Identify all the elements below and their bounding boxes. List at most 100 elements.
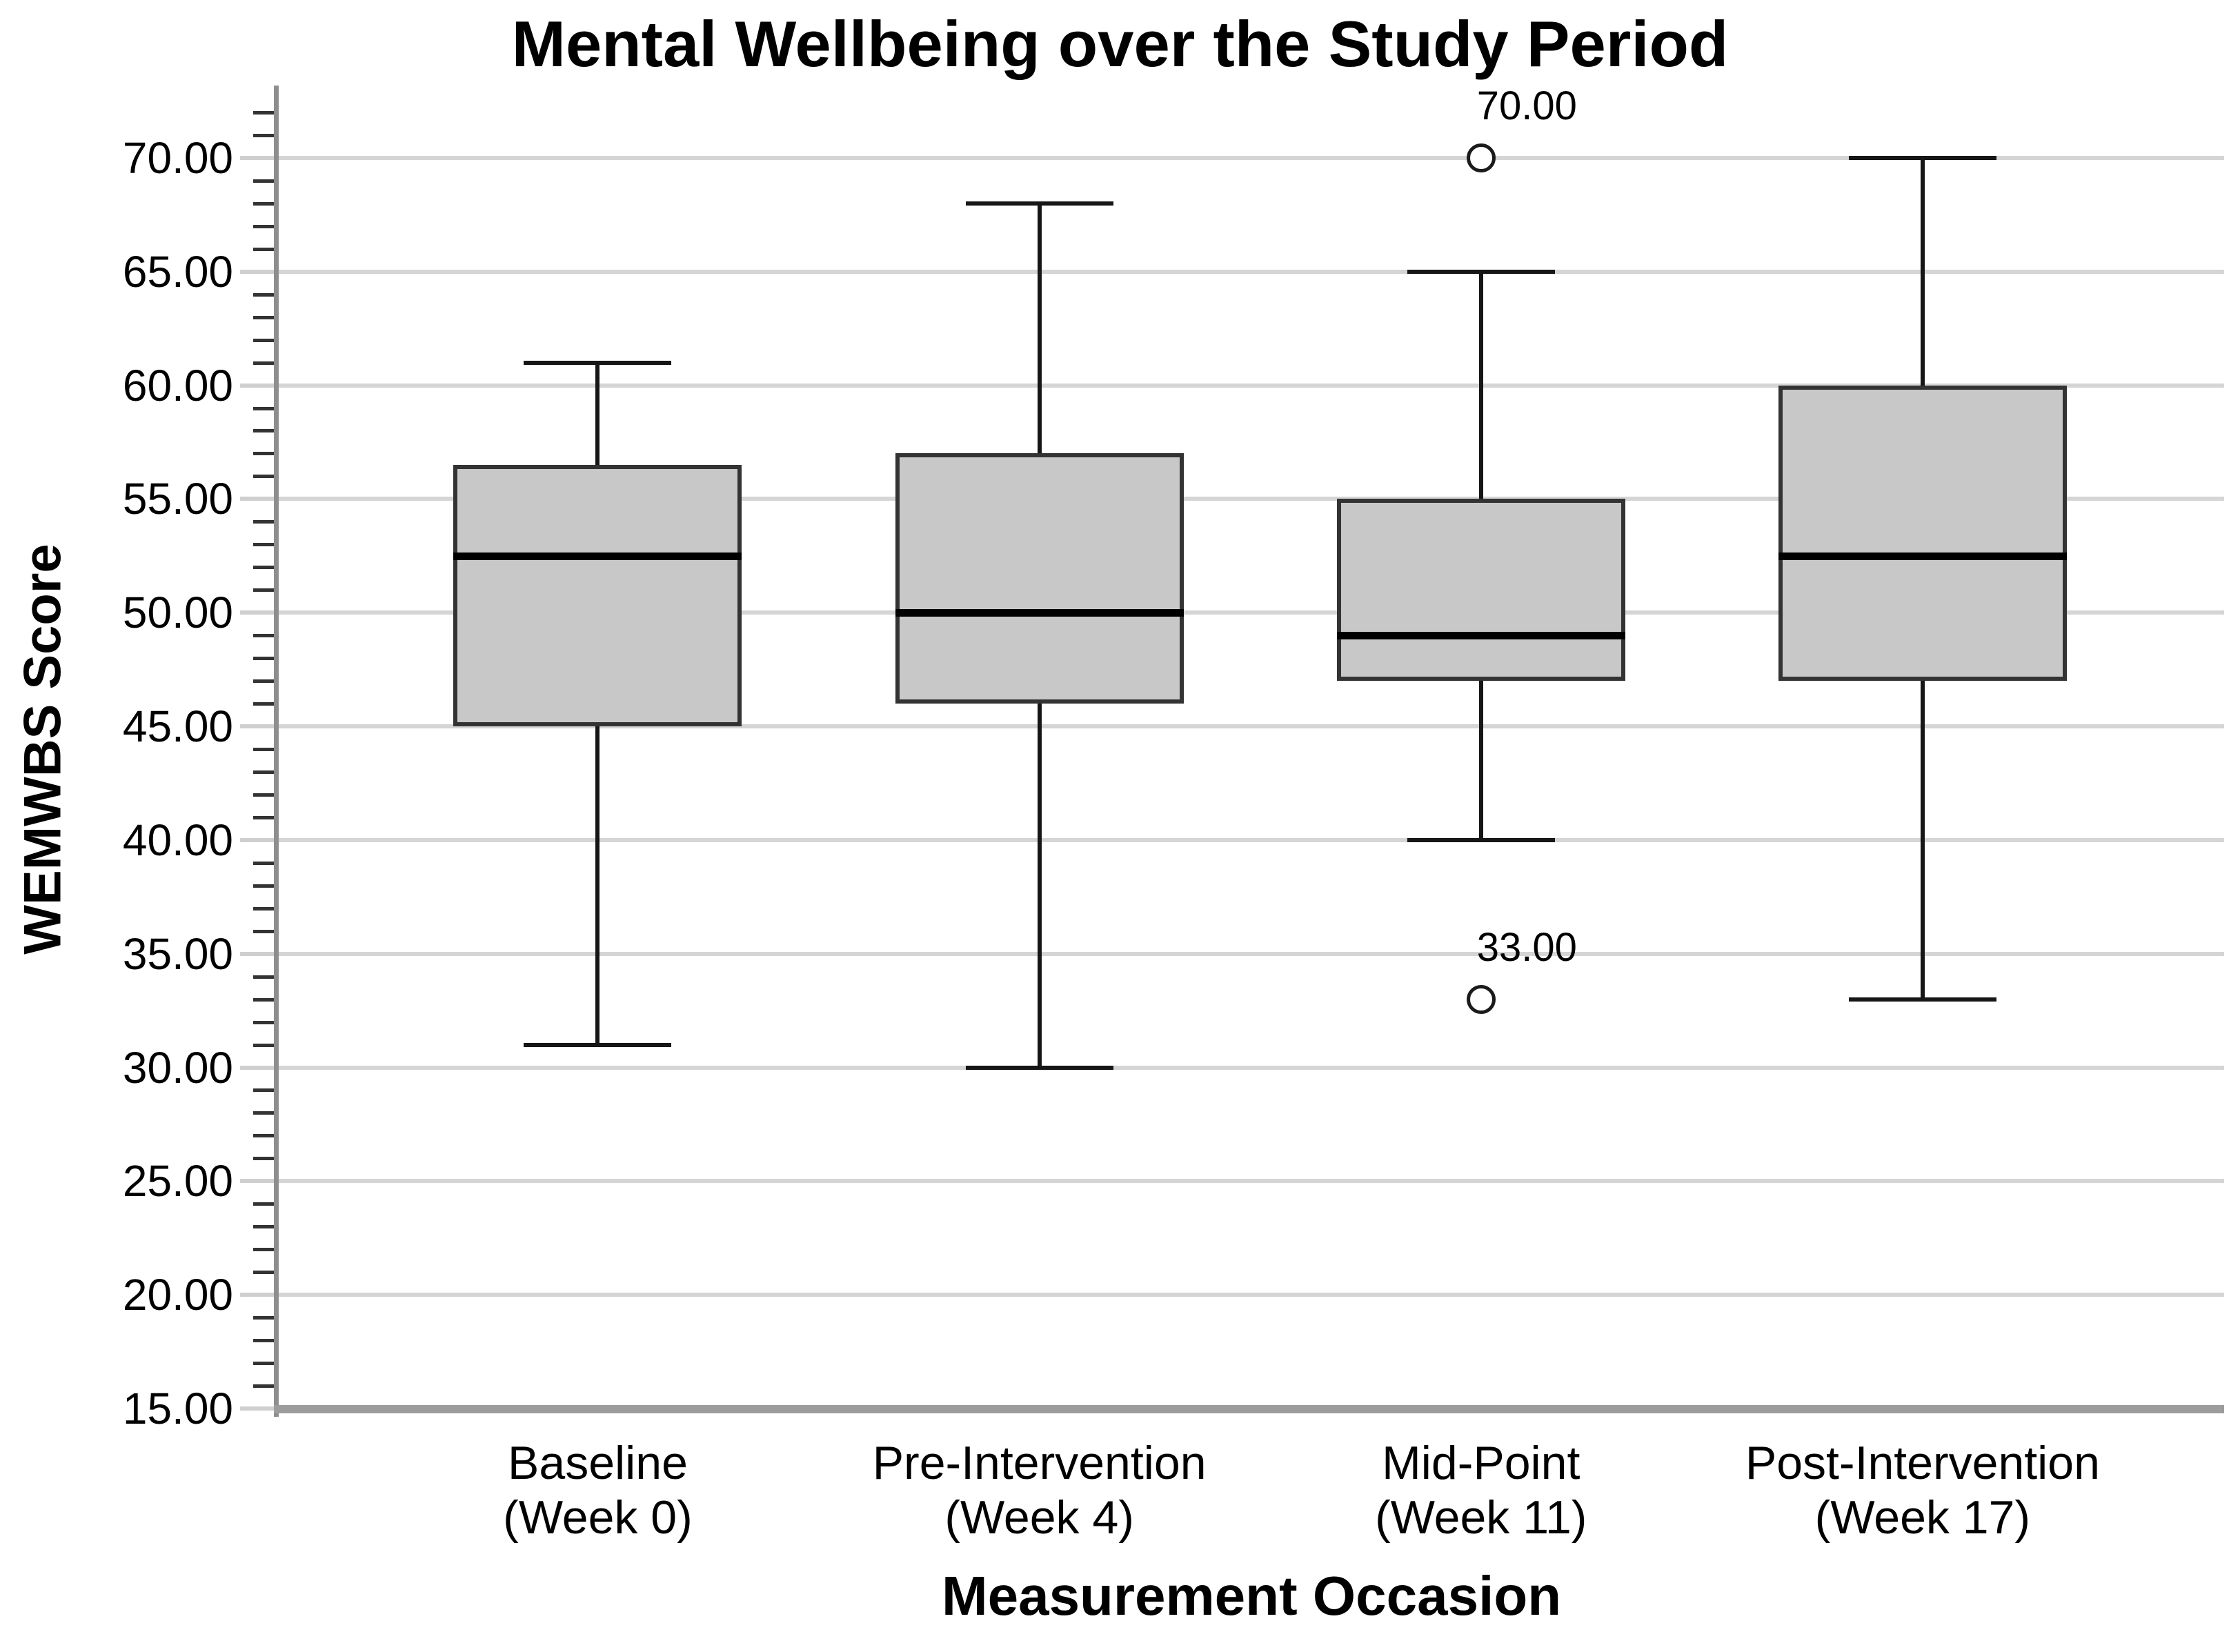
y-minor-tick [253,679,274,684]
gridline [279,497,2224,501]
y-minor-tick [253,1248,274,1252]
y-major-tick [240,724,279,729]
gridline [279,1065,2224,1070]
lower-whisker-stem [595,726,600,1045]
y-minor-tick [253,1202,274,1206]
gridline [279,155,2224,160]
ytick-label: 30.00 [122,1042,233,1093]
y-minor-tick [253,292,274,297]
y-minor-tick [253,634,274,638]
gridline [279,724,2224,729]
y-minor-tick [253,1088,274,1093]
plot-area: 15.00 20.00 25.00 30.00 35.00 40.00 45.00 50.00… [123,86,2224,1433]
y-minor-tick [253,1384,274,1389]
y-major-tick [240,1406,279,1411]
y-major-tick [240,1293,279,1297]
y-major-tick [240,497,279,501]
box [1336,499,1625,681]
upper-whisker-cap [524,360,672,365]
y-minor-tick [253,1316,274,1320]
y-minor-tick [253,588,274,593]
ytick-label: 15.00 [122,1384,233,1433]
y-minor-tick [253,201,274,206]
y-axis-line [274,86,279,1417]
category-label-line2: (Week 11) [1375,1491,1587,1544]
category-label: Mid-Point (Week 11) [1240,1436,1723,1545]
y-minor-tick [253,1111,274,1115]
y-minor-tick [253,361,274,365]
y-major-tick [240,155,279,160]
y-minor-tick [253,748,274,751]
y-minor-tick [253,770,274,774]
ytick-label: 25.00 [122,1156,233,1206]
y-minor-tick [253,110,274,115]
y-major-tick [240,837,279,842]
upper-whisker-stem [1478,271,1483,499]
box [895,453,1184,704]
median-line [453,552,742,560]
ytick-label: 40.00 [122,815,233,865]
lower-whisker-cap [1407,837,1555,842]
ytick-label: 45.00 [122,701,233,752]
y-minor-tick [253,315,274,319]
y-minor-tick [253,1020,274,1024]
ytick-label: 35.00 [122,928,233,979]
y-minor-tick [253,406,274,410]
y-minor-tick [253,1339,274,1343]
upper-whisker-cap [1407,269,1555,274]
y-minor-tick [253,429,274,433]
y-minor-tick [253,657,274,661]
y-minor-tick [253,543,274,547]
upper-whisker-cap [965,201,1113,206]
ytick-label: 50.00 [122,588,233,638]
category-label: Post-Intervention (Week 17) [1681,1436,2164,1545]
median-line [1336,632,1625,640]
y-minor-tick [253,247,274,251]
y-minor-tick [253,1271,274,1275]
ytick-label: 60.00 [122,360,233,410]
y-minor-tick [253,179,274,183]
lower-whisker-cap [1848,997,1996,1002]
lower-whisker-stem [1478,681,1483,840]
y-minor-tick [253,1225,274,1229]
y-minor-tick [253,520,274,524]
upper-whisker-stem [1920,157,1925,386]
upper-whisker-stem [595,362,600,465]
gridline [279,610,2224,615]
gridline [279,269,2224,274]
lower-whisker-cap [965,1065,1113,1070]
y-minor-tick [253,884,274,888]
gridline [279,1293,2224,1297]
upper-whisker-cap [1848,155,1996,160]
ytick-label: 65.00 [122,246,233,297]
y-major-tick [240,610,279,615]
gridline [279,1179,2224,1184]
y-minor-tick [253,452,274,456]
box [453,464,742,727]
ytick-label: 20.00 [122,1270,233,1320]
gridline [279,383,2224,388]
lower-whisker-stem [1920,681,1925,999]
category-label-line1: Baseline [508,1437,688,1489]
chart-title: Mental Wellbeing over the Study Period [511,8,1729,80]
y-minor-tick [253,224,274,228]
y-minor-tick [253,338,274,342]
x-axis-line [274,1405,2224,1413]
y-minor-tick [253,1134,274,1138]
y-minor-tick [253,815,274,819]
category-label-line2: (Week 4) [944,1491,1134,1544]
y-minor-tick [253,906,274,910]
median-line [1778,552,2067,560]
gridline [279,837,2224,842]
outlier-circle [1466,143,1496,172]
outlier-label: 33.00 [1476,924,1577,970]
category-label-line2: (Week 0) [503,1491,693,1544]
y-minor-tick [253,475,274,479]
gridline [279,951,2224,956]
lower-whisker-stem [1037,704,1042,1068]
y-minor-tick [253,1157,274,1161]
ytick-label: 55.00 [122,474,233,524]
y-minor-tick [253,929,274,933]
y-minor-tick [253,975,274,979]
